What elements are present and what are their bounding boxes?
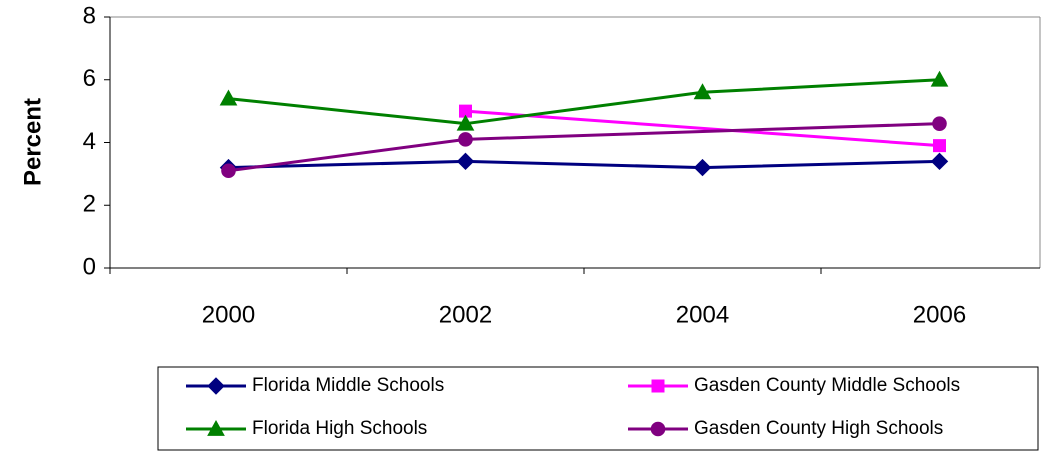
series-line [465,109,940,148]
marker-diamond [456,152,475,171]
y-tick-label: 6 [83,65,96,92]
y-tick-label: 4 [83,128,96,155]
y-tick-label: 2 [83,191,96,218]
x-tick-label: 2002 [439,301,492,328]
y-tick-label: 8 [83,2,96,29]
marker-triangle [693,83,712,100]
x-tick-label: 2004 [676,301,729,328]
legend-box [157,366,1039,451]
legend-label: Florida High Schools [252,418,427,439]
marker-circle [221,163,236,179]
legend-label: Florida Middle Schools [252,375,444,396]
marker-triangle [219,89,238,106]
x-tick-label: 2000 [202,301,255,328]
marker-square [933,139,946,153]
legend-label: Gasden County High Schools [694,418,943,439]
marker-circle [932,116,947,131]
series-line [228,159,940,170]
x-tick-label: 2006 [913,301,966,328]
marker-diamond [693,158,712,177]
legend-marker [207,419,225,436]
legend-marker [207,377,225,395]
y-tick-label: 0 [83,253,96,280]
series-line [228,78,940,126]
legend-marker [650,421,666,437]
y-axis-label: Percent [19,98,46,186]
marker-triangle [930,70,949,87]
marker-circle [458,132,473,147]
marker-diamond [930,152,949,171]
marker-triangle [456,114,475,131]
legend-label: Gasden County Middle Schools [694,375,960,396]
legend-marker [651,379,665,393]
